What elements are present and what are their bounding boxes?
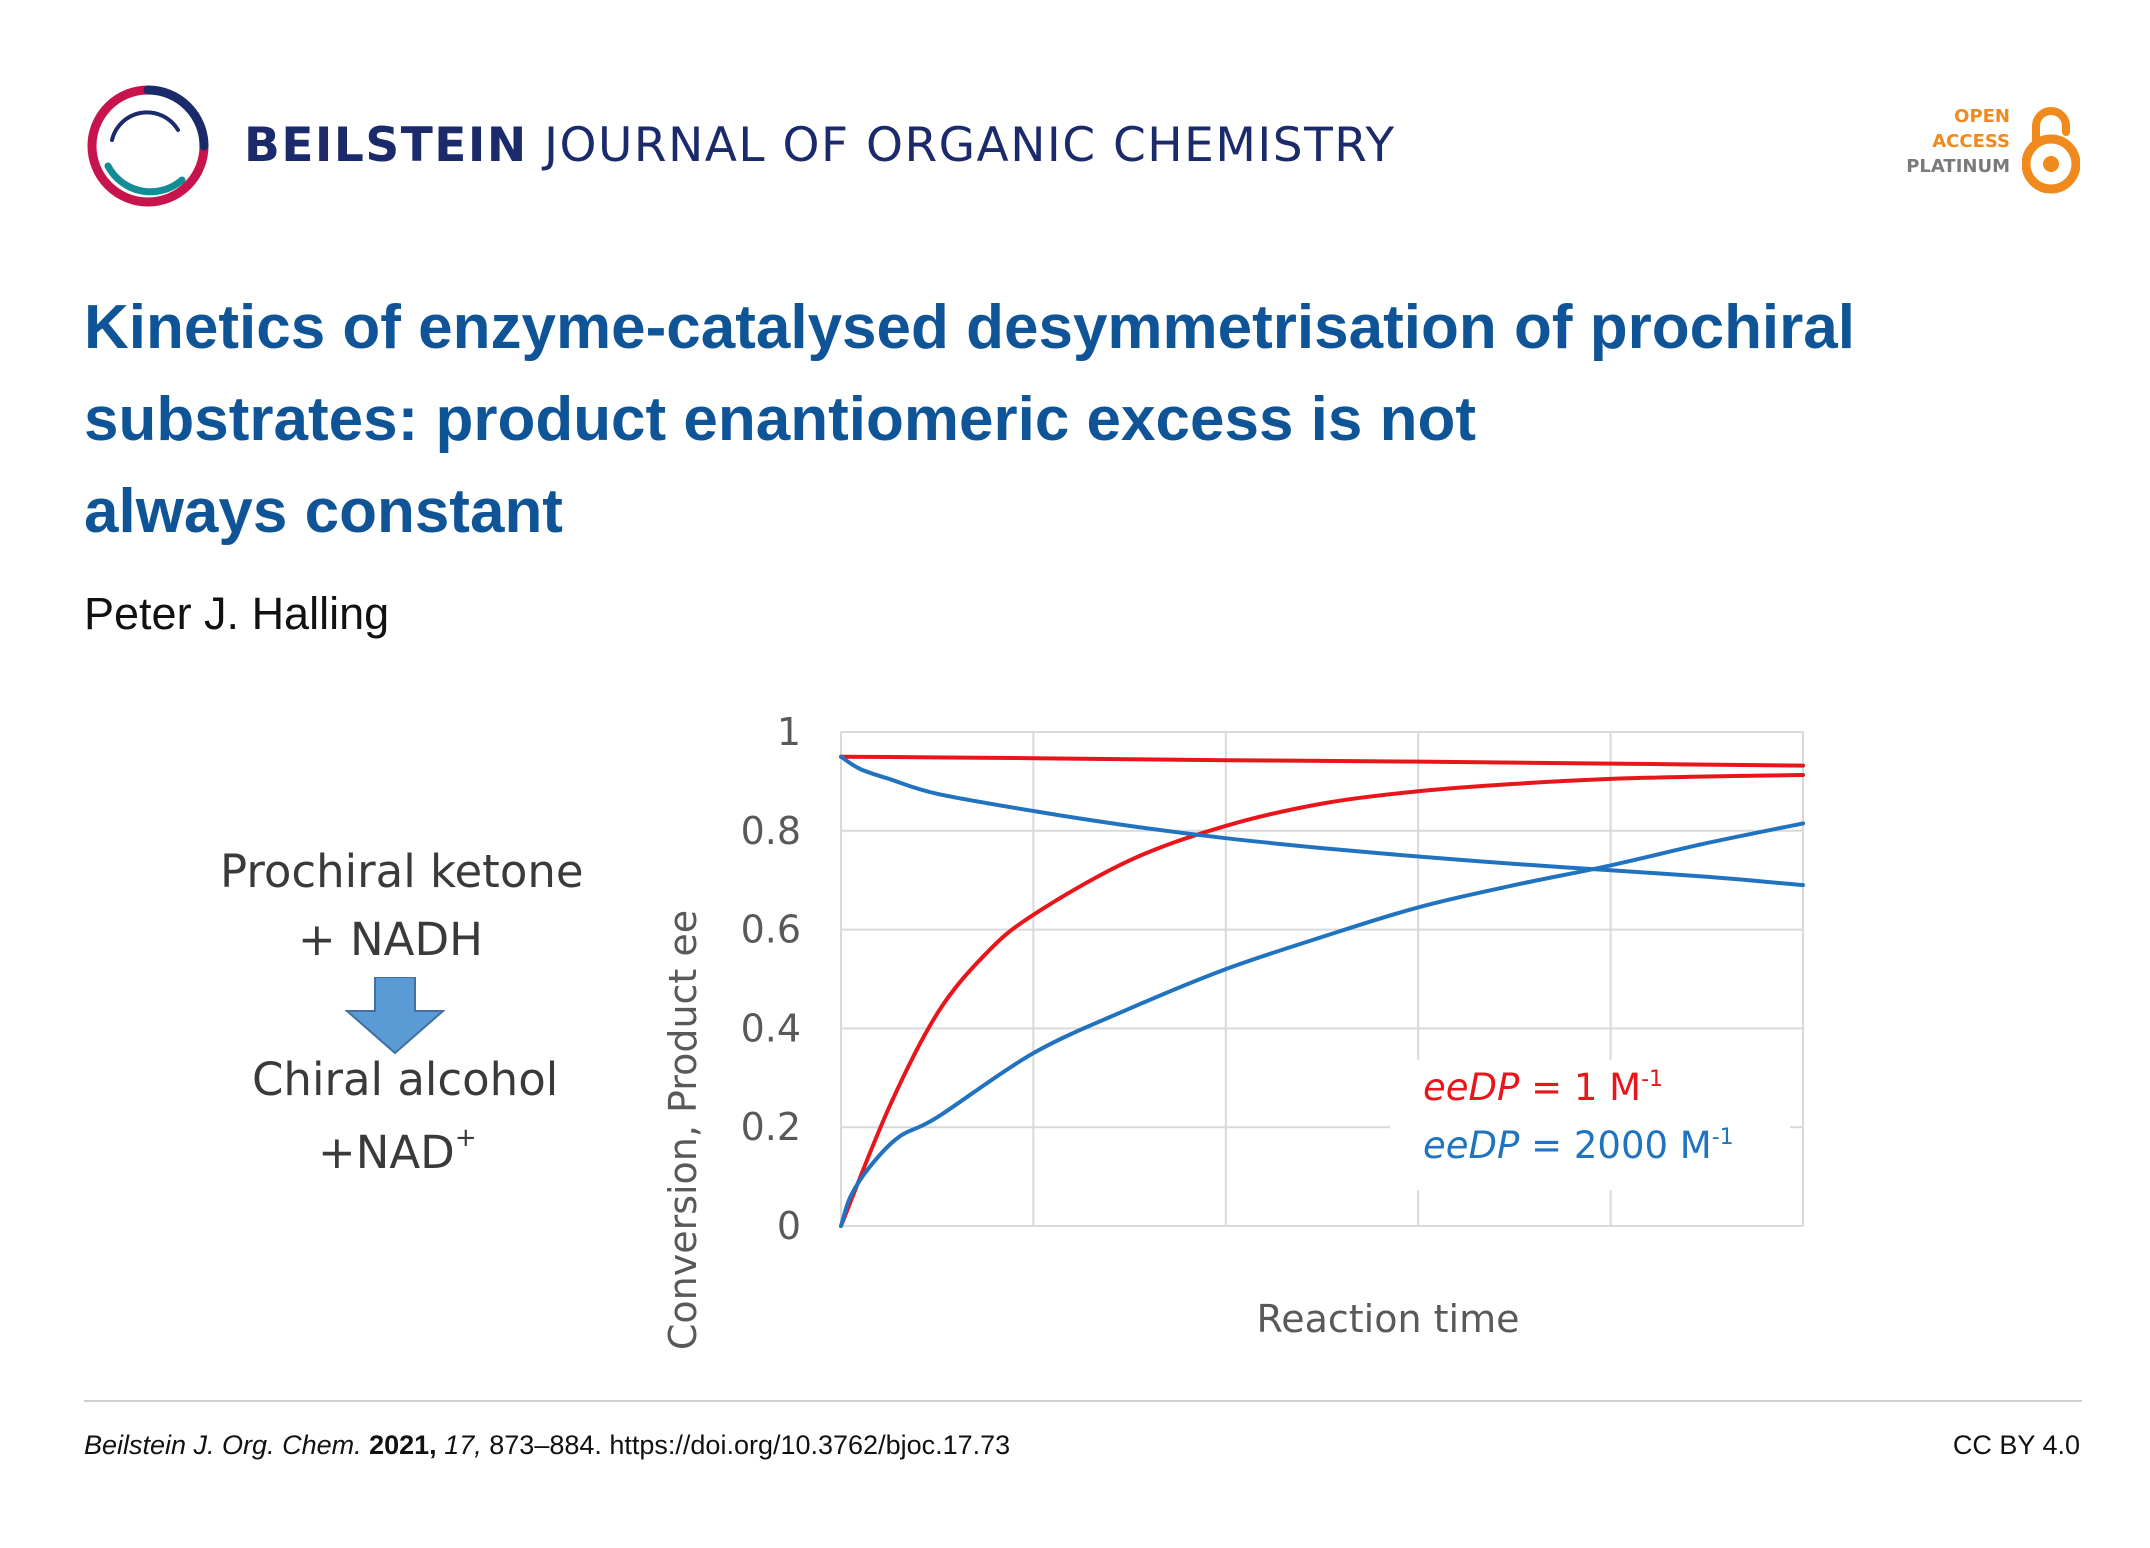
open-access-lock-icon bbox=[2022, 107, 2080, 194]
article-author: Peter J. Halling bbox=[84, 588, 390, 639]
legend-entry-1: eeDP = 1 M-1 bbox=[1423, 1066, 1663, 1109]
series-line-conversion bbox=[839, 773, 1805, 1228]
license-label: CC BY 4.0 bbox=[1952, 1430, 2080, 1460]
reaction-arrow-icon bbox=[345, 977, 445, 1055]
citation-journal: Beilstein J. Org. Chem. bbox=[84, 1430, 362, 1460]
y-tick-label: 0.2 bbox=[741, 1105, 801, 1149]
x-axis-label: Reaction time bbox=[1257, 1297, 1520, 1341]
cofactor-product-label: +NAD+ bbox=[318, 1123, 477, 1179]
journal-name-rest: JOURNAL OF ORGANIC CHEMISTRY bbox=[527, 118, 1396, 173]
journal-name: BEILSTEIN JOURNAL OF ORGANIC CHEMISTRY bbox=[244, 118, 1396, 173]
y-axis-ticks: 0 0.2 0.4 0.6 0.8 1 bbox=[741, 710, 801, 1248]
oa-open-label: OPEN bbox=[1954, 106, 2010, 127]
chart-series bbox=[839, 754, 1805, 1228]
legend-entry-1-sup: -1 bbox=[1641, 1067, 1663, 1092]
y-tick-label: 0 bbox=[777, 1204, 801, 1248]
cofactor-product-base: +NAD bbox=[318, 1126, 455, 1179]
oa-access-label: ACCESS bbox=[1932, 131, 2010, 152]
legend-entry-1-rest: = 1 M bbox=[1519, 1066, 1641, 1109]
legend-entry-2: eeDP = 2000 M-1 bbox=[1423, 1124, 1734, 1167]
cofactor-reactant-label: + NADH bbox=[298, 913, 483, 966]
article-title-line1: Kinetics of enzyme-catalysed desymmetris… bbox=[84, 293, 1855, 362]
citation-doi-link[interactable]: 873–884. https://doi.org/10.3762/bjoc.17… bbox=[489, 1430, 1011, 1460]
product-label: Chiral alcohol bbox=[252, 1053, 559, 1106]
article-title-line2: substrates: product enantiomeric excess … bbox=[84, 385, 1476, 454]
open-access-badge: OPEN ACCESS PLATINUM bbox=[1870, 98, 2080, 198]
legend-entry-1-italic: eeDP bbox=[1423, 1066, 1520, 1109]
legend-entry-2-rest: = 2000 M bbox=[1519, 1124, 1711, 1167]
y-tick-label: 0.8 bbox=[741, 809, 801, 853]
legend-background bbox=[1390, 1060, 1790, 1190]
footer-divider bbox=[84, 1400, 2082, 1402]
series-line-ee bbox=[839, 754, 1805, 888]
y-axis-label: Conversion, Product ee bbox=[661, 910, 705, 1350]
citation-year: 2021, bbox=[369, 1430, 437, 1460]
y-tick-label: 1 bbox=[777, 710, 801, 754]
y-tick-label: 0.6 bbox=[741, 908, 801, 952]
cofactor-product-charge: + bbox=[454, 1123, 477, 1153]
citation-volume: 17, bbox=[444, 1430, 482, 1460]
oa-platinum-label: PLATINUM bbox=[1906, 156, 2010, 177]
beilstein-logo-icon bbox=[87, 85, 209, 207]
journal-name-bold: BEILSTEIN bbox=[244, 118, 528, 173]
kinetics-chart: 00.20.40.60.81 eeDP = 1 M-1 eeDP = 2000 … bbox=[661, 710, 1805, 1350]
reaction-scheme: Prochiral ketone + NADH Chiral alcohol +… bbox=[200, 835, 640, 1195]
article-title: Kinetics of enzyme-catalysed desymmetris… bbox=[84, 282, 2044, 558]
reactant-label: Prochiral ketone bbox=[220, 845, 584, 898]
y-tick-label: 0.4 bbox=[741, 1006, 801, 1050]
article-title-line3: always constant bbox=[84, 477, 563, 546]
series-line-ee bbox=[839, 754, 1805, 768]
legend-entry-2-italic: eeDP bbox=[1423, 1124, 1520, 1167]
citation: Beilstein J. Org. Chem. 2021, 17, 873–88… bbox=[84, 1430, 1010, 1461]
series-line-conversion bbox=[839, 821, 1805, 1228]
legend-entry-2-sup: -1 bbox=[1712, 1125, 1734, 1150]
